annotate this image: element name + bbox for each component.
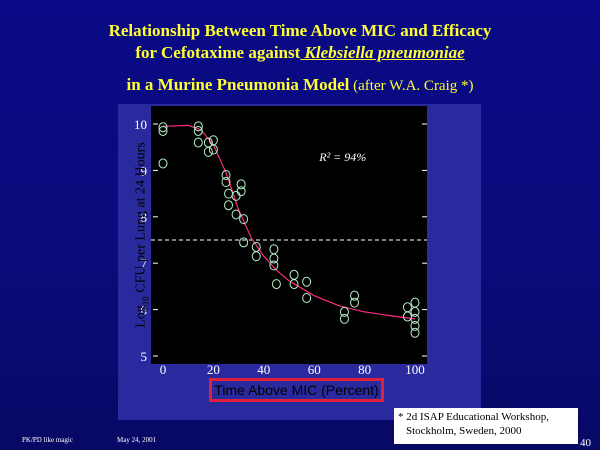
footer-date: May 24, 2001 xyxy=(117,436,157,444)
data-point xyxy=(158,158,168,169)
slide-title-line-3: in a Murine Pneumonia Model (after W.A. … xyxy=(0,74,600,97)
title-line-2-text: for Cefotaxime against xyxy=(135,43,301,62)
data-point xyxy=(224,200,234,211)
y-axis-label-subscript: 10 xyxy=(140,296,151,306)
data-point xyxy=(221,170,231,181)
slide-title-line-1: Relationship Between Time Above MIC and … xyxy=(108,21,492,40)
footnote-line-1: * 2d ISAP Educational Workshop, xyxy=(398,411,549,423)
data-point xyxy=(239,214,249,225)
x-tick-label: 20 xyxy=(207,362,220,377)
data-point xyxy=(339,313,349,324)
data-point xyxy=(193,137,203,148)
y-axis-label: Log10 CFU per Lung at 24 Hours xyxy=(134,105,151,365)
data-point xyxy=(231,209,241,220)
data-point xyxy=(271,279,281,290)
x-tick-label: 100 xyxy=(405,362,425,377)
data-point xyxy=(410,306,420,317)
data-point xyxy=(302,276,312,287)
data-point xyxy=(302,293,312,303)
x-tick-label: 60 xyxy=(308,362,321,377)
data-point xyxy=(410,313,420,324)
data-point xyxy=(203,146,213,157)
data-point xyxy=(251,251,261,262)
data-point xyxy=(350,297,360,308)
plot-area xyxy=(151,106,427,364)
data-point xyxy=(158,122,168,133)
x-tick-label: 80 xyxy=(358,362,371,377)
fit-curve xyxy=(162,124,416,320)
x-tick-label: 40 xyxy=(257,362,270,377)
slide-title-line-2: for Cefotaxime against Klebsiella pneumo… xyxy=(0,42,600,64)
footnote-box: * 2d ISAP Educational Workshop, Stockhol… xyxy=(394,408,578,444)
title-line-3-text: in a Murine Pneumonia Model xyxy=(126,75,350,94)
data-point xyxy=(410,320,420,331)
chart-panel: 5 6 7 8 9 10 0 20 40 60 80 100 R² = 94% xyxy=(118,104,481,420)
footnote-line-2: Stockholm, Sweden, 2000 xyxy=(406,425,522,437)
data-point xyxy=(221,177,231,187)
data-point xyxy=(236,186,246,197)
data-point xyxy=(269,253,279,264)
data-point xyxy=(193,125,203,136)
organism-name: Klebsiella pneumoniae xyxy=(300,43,465,62)
footer-left-text: PK/PD like magic xyxy=(22,436,73,444)
data-point xyxy=(208,144,218,155)
title-attribution: (after W.A. Craig *) xyxy=(349,78,474,94)
page-number: 40 xyxy=(580,437,591,449)
y-tick-label: 5 xyxy=(141,349,148,364)
y-axis-label-prefix: Log xyxy=(133,305,149,328)
y-tick-label: 9 xyxy=(141,163,148,178)
data-point xyxy=(410,327,420,338)
data-point xyxy=(239,237,249,248)
r-squared-annotation: R² = 94% xyxy=(318,150,366,164)
data-point xyxy=(193,121,203,132)
data-point xyxy=(350,290,360,301)
data-point xyxy=(269,260,279,271)
y-tick-label: 6 xyxy=(141,303,148,318)
x-tick-label: 0 xyxy=(160,362,167,377)
y-tick-label: 7 xyxy=(141,256,148,271)
y-tick-label: 8 xyxy=(141,210,148,225)
y-tick-label: 10 xyxy=(134,117,147,132)
y-axis-label-rest: CFU per Lung at 24 Hours xyxy=(133,142,149,297)
data-point xyxy=(158,125,168,136)
data-point xyxy=(289,279,299,290)
data-point xyxy=(339,306,349,317)
data-point xyxy=(236,179,246,190)
x-axis-label: Time Above MIC (Percent) xyxy=(209,378,384,402)
